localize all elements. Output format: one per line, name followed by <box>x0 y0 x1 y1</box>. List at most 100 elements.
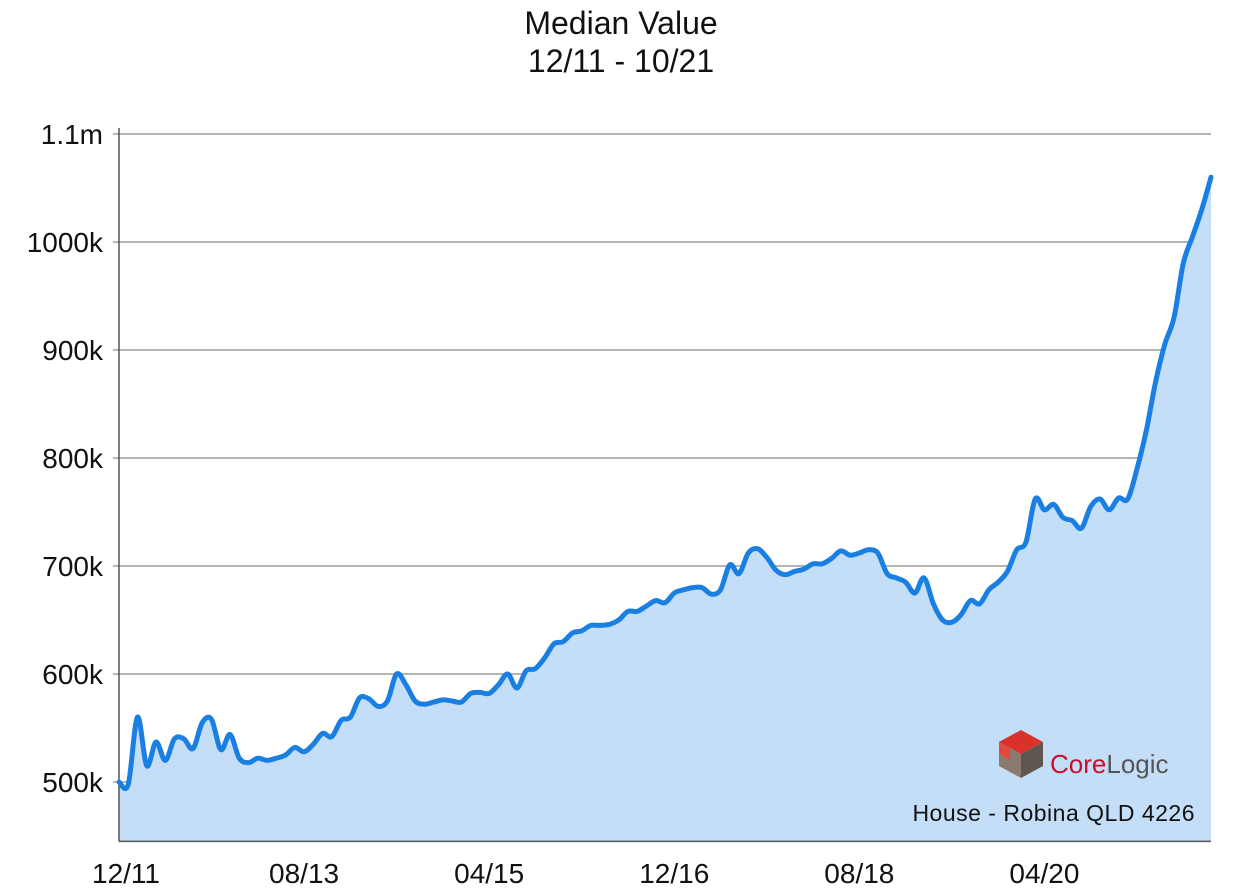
y-tick-label: 1.1m <box>41 119 103 150</box>
data-point <box>404 683 408 687</box>
data-point <box>691 586 695 590</box>
data-point <box>200 721 204 725</box>
brand-text: CoreLogic <box>1050 749 1169 779</box>
x-tick-label: 08/18 <box>824 858 894 889</box>
data-point <box>746 551 750 555</box>
data-point <box>117 780 121 784</box>
data-point <box>496 683 500 687</box>
x-tick-label: 04/20 <box>1009 858 1079 889</box>
data-point <box>422 702 426 706</box>
data-point <box>672 591 676 595</box>
data-point <box>728 563 732 567</box>
data-point <box>506 672 510 676</box>
data-point <box>830 556 834 560</box>
data-point <box>367 697 371 701</box>
data-point <box>219 748 223 752</box>
data-point <box>311 742 315 746</box>
data-point <box>247 761 251 765</box>
data-point <box>589 623 593 627</box>
data-point <box>1089 505 1093 509</box>
data-point <box>1191 235 1195 239</box>
data-point <box>626 609 630 613</box>
data-point <box>1163 343 1167 347</box>
data-point <box>802 567 806 571</box>
data-point <box>635 609 639 613</box>
data-point <box>894 576 898 580</box>
data-point <box>1181 262 1185 266</box>
data-point <box>385 699 389 703</box>
chart-subtitle: 12/11 - 10/21 <box>527 43 715 79</box>
data-point <box>1209 175 1213 179</box>
data-point <box>978 602 982 606</box>
data-point <box>478 690 482 694</box>
data-point <box>913 591 917 595</box>
data-point <box>700 586 704 590</box>
data-point <box>210 717 214 721</box>
data-point <box>1144 429 1148 433</box>
data-point <box>441 698 445 702</box>
data-point <box>154 740 158 744</box>
data-point <box>1117 496 1121 500</box>
data-point <box>719 588 723 592</box>
data-point <box>1061 515 1065 519</box>
data-point <box>339 718 343 722</box>
data-point <box>552 642 556 646</box>
data-point <box>1005 569 1009 573</box>
data-point <box>1154 380 1158 384</box>
x-tick-label: 04/15 <box>454 858 524 889</box>
data-point <box>256 756 260 760</box>
chart-caption: House - Robina QLD 4226 <box>912 800 1195 826</box>
data-point <box>1126 497 1130 501</box>
data-point <box>126 782 130 786</box>
data-point <box>811 562 815 566</box>
data-point <box>571 631 575 635</box>
data-point <box>839 549 843 553</box>
data-point <box>293 745 297 749</box>
data-point <box>867 548 871 552</box>
brand-text-logic: Logic <box>1106 749 1168 779</box>
x-tick-labels: 12/11 08/13 04/15 12/16 08/18 04/20 <box>92 858 1079 889</box>
data-point <box>395 672 399 676</box>
data-point <box>1079 526 1083 530</box>
data-point <box>645 604 649 608</box>
y-tick-label: 800k <box>42 443 104 474</box>
y-tick-label: 900k <box>42 335 104 366</box>
data-point <box>996 580 1000 584</box>
data-point <box>237 756 241 760</box>
data-point <box>756 547 760 551</box>
data-point <box>450 699 454 703</box>
data-point <box>709 592 713 596</box>
data-point <box>857 551 861 555</box>
data-point <box>145 764 149 768</box>
data-point <box>274 756 278 760</box>
data-point <box>848 553 852 557</box>
data-point <box>1135 467 1139 471</box>
data-point <box>608 622 612 626</box>
data-point <box>543 656 547 660</box>
y-tick-label: 500k <box>42 767 104 798</box>
data-point <box>1098 497 1102 501</box>
data-point <box>182 737 186 741</box>
series-line <box>116 174 1214 791</box>
data-point <box>136 715 140 719</box>
data-point <box>1200 208 1204 212</box>
data-point <box>987 588 991 592</box>
y-tick-label: 700k <box>42 551 104 582</box>
data-point <box>950 620 954 624</box>
data-point <box>376 704 380 708</box>
data-point <box>228 733 232 737</box>
data-point <box>774 568 778 572</box>
data-point <box>191 747 195 751</box>
data-point <box>524 669 528 673</box>
y-tick-label: 600k <box>42 659 104 690</box>
data-point <box>737 572 741 576</box>
data-point <box>330 735 334 739</box>
data-point <box>931 602 935 606</box>
data-point <box>820 562 824 566</box>
brand-text-core: Core <box>1050 749 1106 779</box>
cube-icon <box>999 730 1043 778</box>
data-point <box>793 569 797 573</box>
data-point <box>413 699 417 703</box>
y-tick-label: 1000k <box>27 227 104 258</box>
